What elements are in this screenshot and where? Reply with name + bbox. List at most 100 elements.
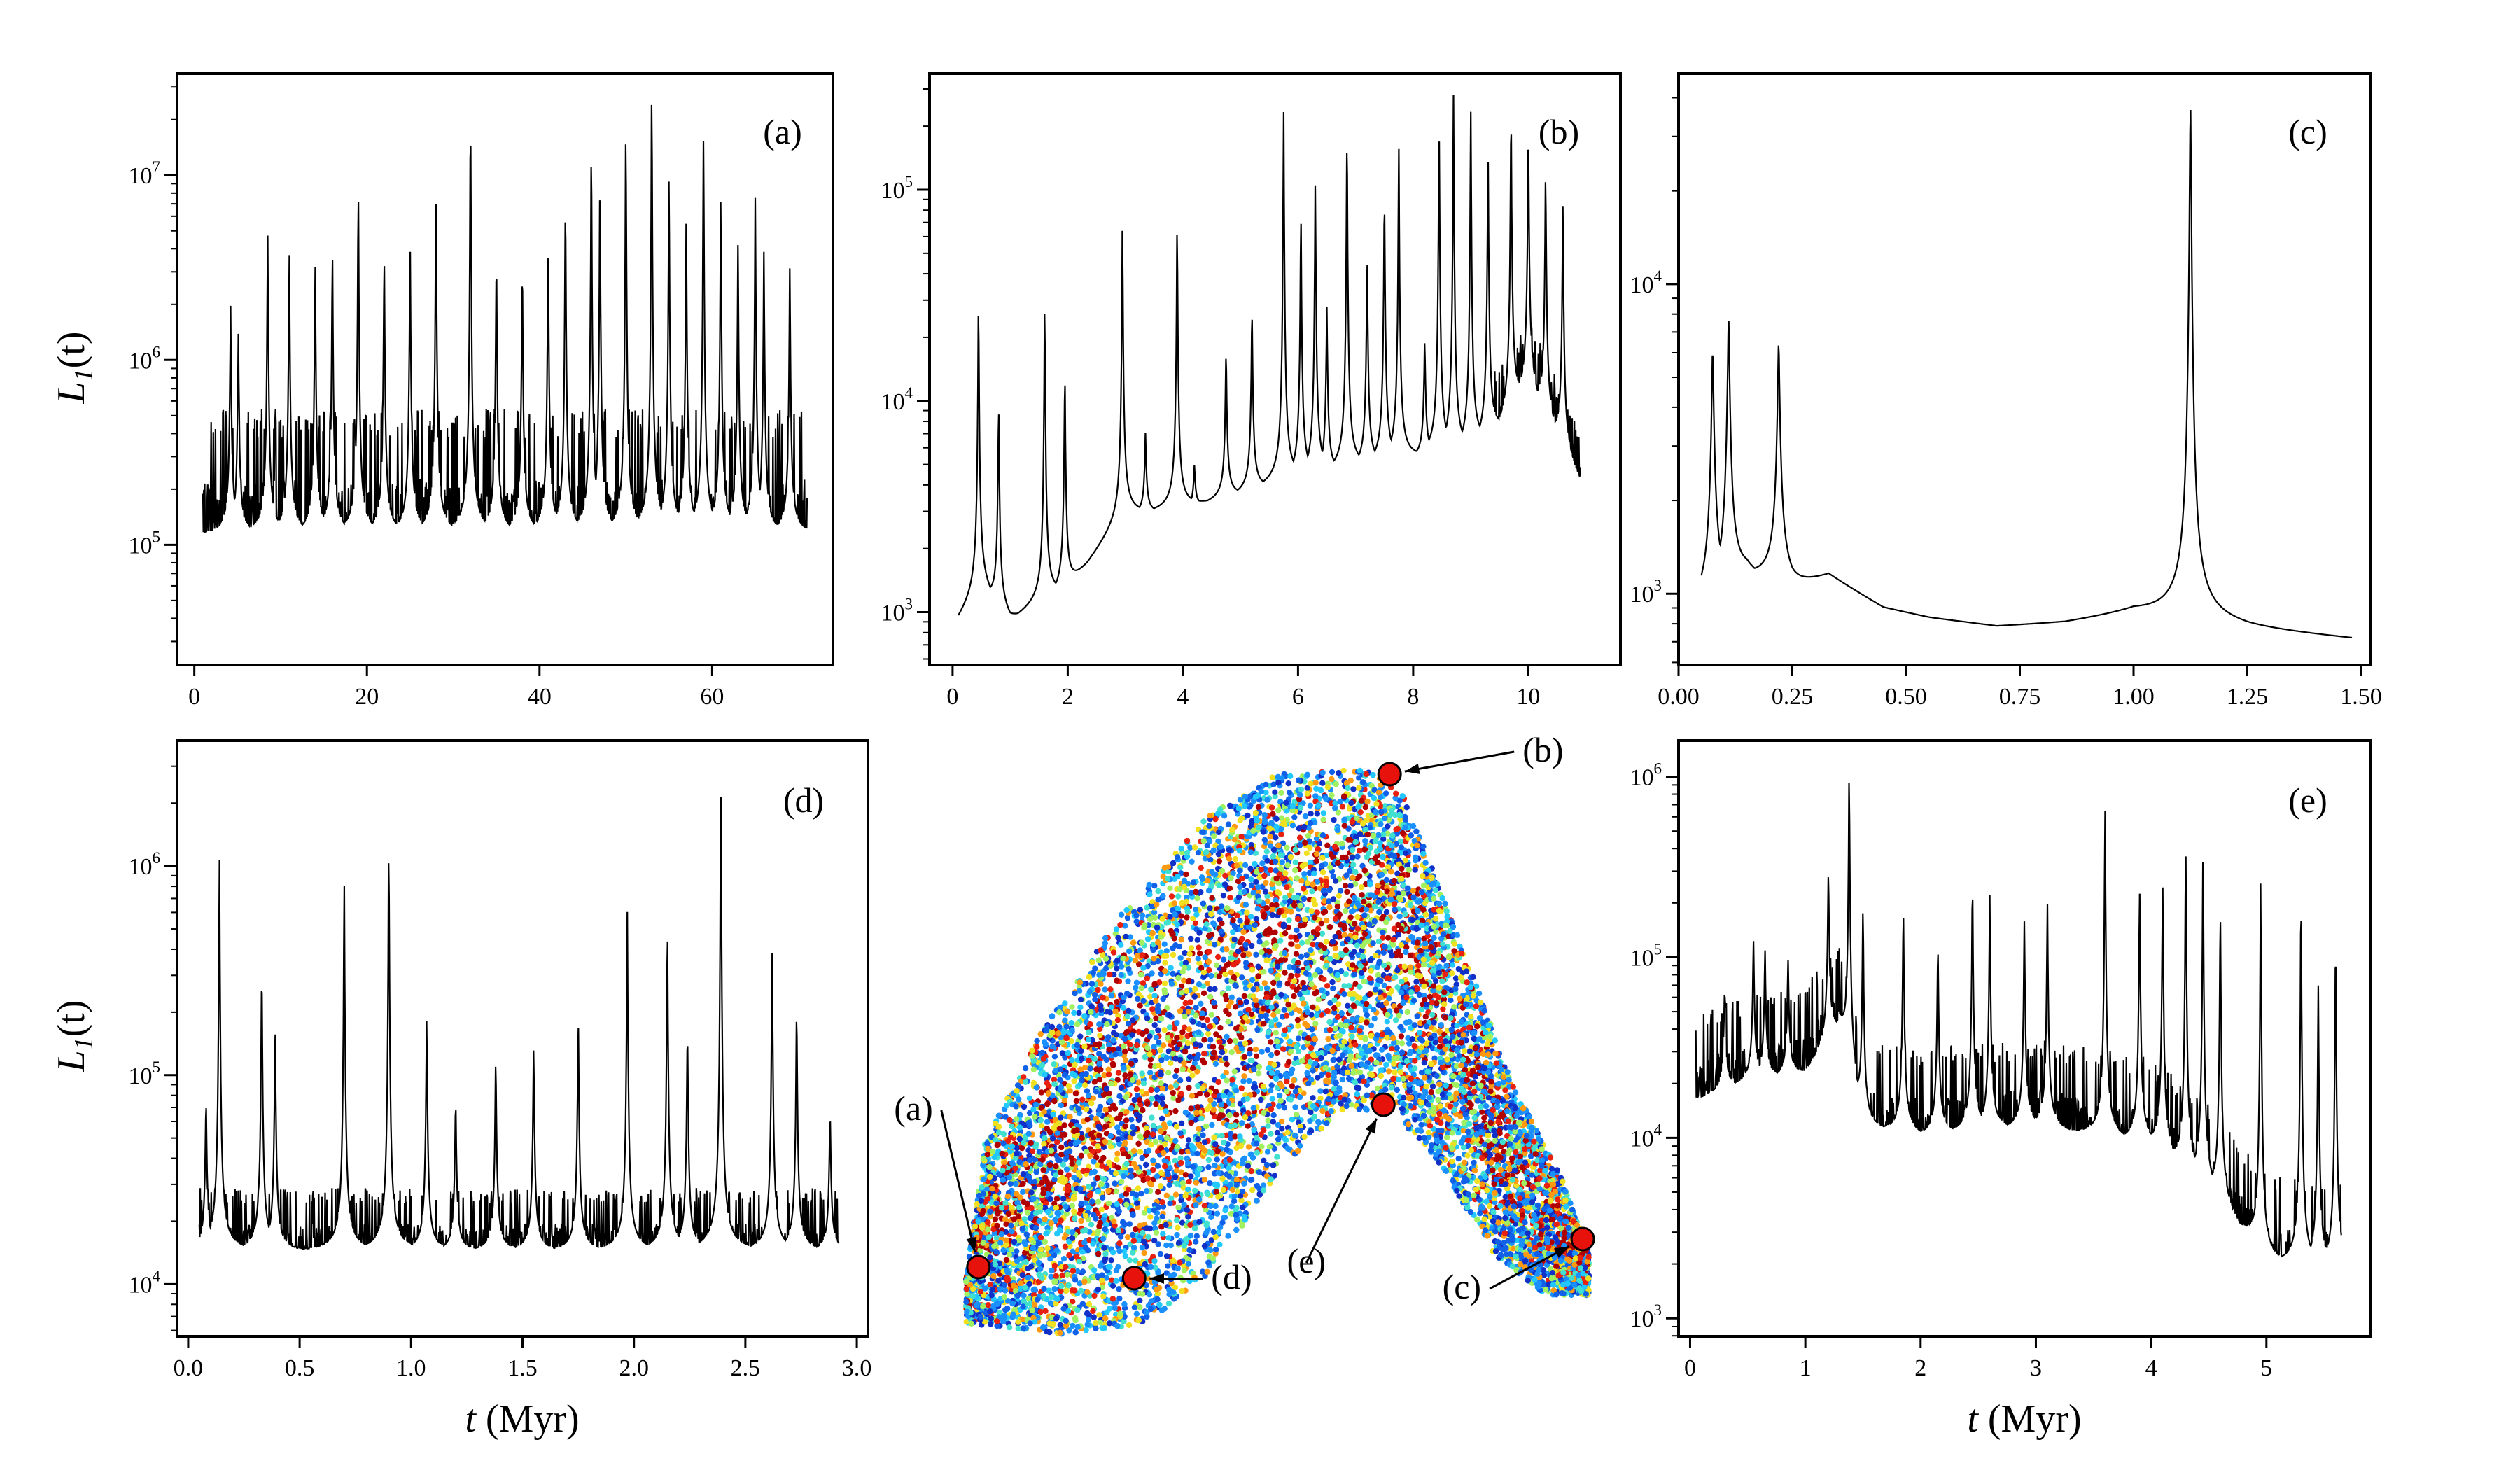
map-point bbox=[1163, 948, 1170, 954]
ytick-exp-e-0: 3 bbox=[1654, 1301, 1662, 1319]
map-point bbox=[1292, 867, 1298, 874]
ytick-exp-a-2: 7 bbox=[153, 158, 161, 176]
xtick-label-c-5: 1.25 bbox=[2227, 684, 2269, 710]
map-point bbox=[1138, 1190, 1144, 1197]
xtick-label-a-3: 60 bbox=[700, 684, 724, 710]
map-point bbox=[1324, 983, 1331, 989]
map-point bbox=[1133, 1086, 1140, 1093]
map-point bbox=[1357, 809, 1364, 816]
map-point bbox=[1448, 997, 1454, 1004]
ytick-base-d-1: 10 bbox=[129, 1063, 153, 1089]
map-point bbox=[1359, 862, 1366, 869]
map-point bbox=[1166, 1300, 1172, 1307]
map-point bbox=[1066, 1327, 1072, 1334]
map-point bbox=[1381, 982, 1388, 989]
map-point bbox=[1201, 1037, 1208, 1043]
map-point bbox=[1291, 993, 1297, 1000]
xtick-label-d-1: 0.5 bbox=[285, 1355, 315, 1381]
map-point bbox=[1174, 1231, 1180, 1238]
map-point bbox=[1404, 804, 1410, 811]
map-point bbox=[1159, 1100, 1166, 1107]
map-point bbox=[1000, 1130, 1007, 1138]
map-point bbox=[1208, 1247, 1214, 1254]
ytick-label-e-3: 106 bbox=[1630, 760, 1662, 791]
map-point bbox=[1232, 1037, 1239, 1044]
map-point bbox=[1406, 1088, 1413, 1094]
map-point bbox=[1063, 1035, 1070, 1042]
xtick-label-b-0: 0 bbox=[946, 684, 958, 710]
map-point bbox=[1315, 1119, 1322, 1125]
map-point bbox=[1127, 934, 1133, 940]
map-point bbox=[1207, 986, 1213, 993]
map-point bbox=[1247, 1051, 1253, 1057]
map-point bbox=[997, 1309, 1003, 1316]
map-point bbox=[1323, 939, 1329, 945]
map-point bbox=[1026, 1110, 1033, 1116]
map-point bbox=[1422, 1014, 1429, 1020]
map-point bbox=[1343, 1102, 1350, 1110]
map-point bbox=[1313, 858, 1320, 864]
map-point bbox=[1275, 807, 1282, 813]
map-point bbox=[1249, 942, 1255, 949]
map-point bbox=[1071, 1208, 1077, 1214]
map-point bbox=[1205, 1030, 1212, 1037]
ytick-label-c-1: 104 bbox=[1630, 267, 1662, 298]
map-point bbox=[1170, 951, 1177, 958]
map-point bbox=[1149, 970, 1155, 976]
map-point bbox=[1094, 1162, 1101, 1168]
map-point bbox=[1385, 823, 1391, 830]
map-point bbox=[1305, 965, 1311, 972]
map-point bbox=[1305, 939, 1311, 945]
map-point bbox=[1317, 787, 1324, 794]
map-point bbox=[1068, 1020, 1074, 1026]
series-line-e bbox=[1695, 783, 2342, 1258]
panel-a-label: (a) bbox=[763, 112, 802, 151]
map-point bbox=[1263, 1012, 1269, 1019]
map-point bbox=[1147, 1180, 1154, 1186]
map-point bbox=[1062, 1054, 1068, 1060]
map-point bbox=[1326, 904, 1333, 911]
map-point bbox=[1125, 1154, 1132, 1160]
ytick-exp-b-0: 3 bbox=[905, 596, 913, 613]
map-point bbox=[1063, 1287, 1070, 1294]
map-point bbox=[1174, 854, 1181, 860]
map-point bbox=[1121, 1065, 1127, 1071]
map-point bbox=[1151, 909, 1158, 916]
map-point bbox=[1124, 914, 1131, 921]
map-point bbox=[1133, 1191, 1140, 1198]
map-point bbox=[1051, 1176, 1058, 1183]
map-point bbox=[1207, 838, 1213, 844]
map-point bbox=[1245, 1123, 1251, 1129]
map-point bbox=[1150, 1166, 1156, 1173]
ytick-label-b-0: 103 bbox=[881, 596, 913, 626]
xtick-label-a-2: 40 bbox=[528, 684, 552, 710]
map-point bbox=[1002, 1216, 1009, 1223]
map-point bbox=[1320, 1107, 1326, 1114]
map-point bbox=[1208, 1011, 1215, 1018]
map-point bbox=[1474, 1178, 1480, 1184]
ytick-label-b-2: 105 bbox=[881, 173, 913, 204]
map-point bbox=[1219, 1175, 1226, 1182]
ytick-base-b-1: 10 bbox=[881, 389, 905, 415]
map-point bbox=[1253, 951, 1259, 958]
ytick-exp-b-2: 5 bbox=[905, 173, 913, 190]
map-point bbox=[1196, 1021, 1203, 1028]
map-point bbox=[1284, 844, 1290, 851]
xtick-label-e-5: 5 bbox=[2260, 1355, 2272, 1381]
map-point bbox=[1216, 882, 1222, 888]
map-point bbox=[1041, 1140, 1047, 1147]
map-point bbox=[1039, 1049, 1046, 1056]
map-point bbox=[1135, 1079, 1142, 1086]
map-point bbox=[1502, 1209, 1509, 1216]
map-point bbox=[1312, 793, 1319, 799]
map-point bbox=[1270, 1162, 1277, 1168]
map-point bbox=[1414, 1013, 1420, 1019]
map-point bbox=[1478, 1109, 1485, 1115]
map-point bbox=[1281, 912, 1287, 918]
map-point bbox=[1380, 836, 1387, 842]
map-point bbox=[1051, 1076, 1058, 1083]
map-point bbox=[1273, 1030, 1280, 1036]
xtick-label-a-1: 20 bbox=[355, 684, 379, 710]
map-point bbox=[1238, 1085, 1245, 1091]
